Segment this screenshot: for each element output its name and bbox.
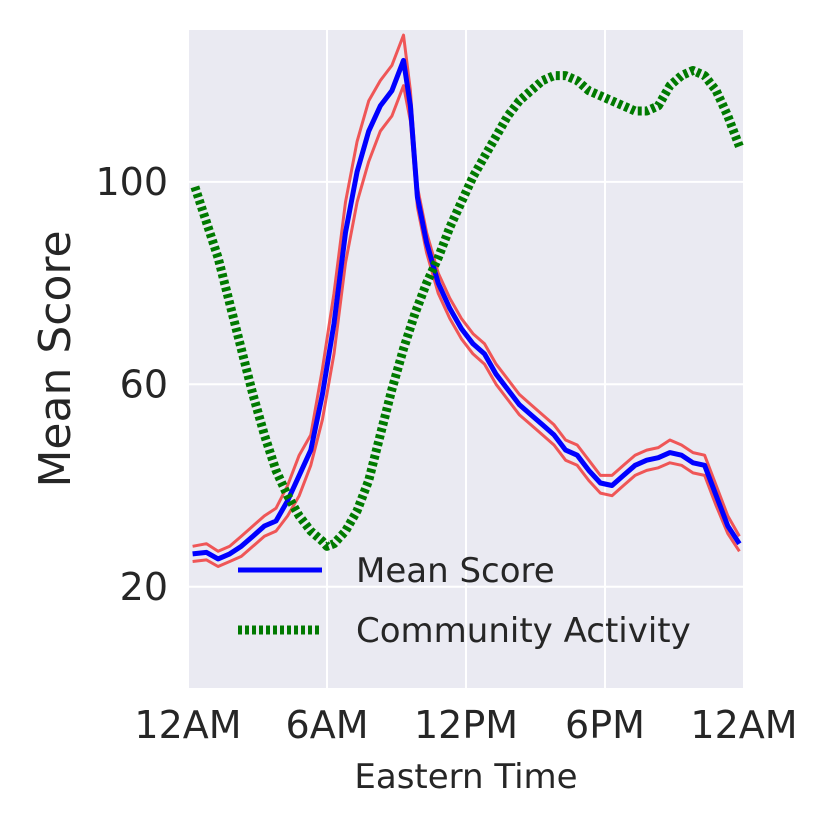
x-tick-label-3: 6PM [565,703,645,747]
y-tick-label-100: 100 [95,160,168,204]
x-tick-label-0: 12AM [134,703,241,747]
y-axis-label: Mean Score [30,230,81,487]
x-tick-label-2: 12PM [414,703,518,747]
x-tick-label-1: 6AM [286,703,369,747]
x-axis-label: Eastern Time [354,757,577,797]
x-tick-label-4: 12AM [690,703,797,747]
series-mean-score [192,57,742,562]
legend: Mean Score Community Activity [238,551,691,651]
series-community-activity [190,66,744,551]
series-mean-score-lower-bound [192,84,741,568]
legend-label-mean-score: Mean Score [356,551,555,591]
y-tick-label-60: 60 [120,362,168,406]
y-tick-label-20: 20 [120,565,168,609]
legend-label-community-activity: Community Activity [356,611,691,651]
series-layer [190,33,744,568]
series-mean-score-upper-bound [192,33,741,553]
